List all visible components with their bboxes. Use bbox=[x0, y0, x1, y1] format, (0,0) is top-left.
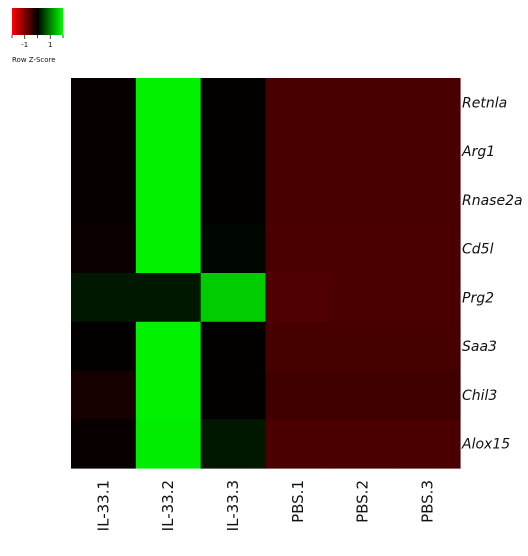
heatmap-cell-retnla-il-33-2 bbox=[135, 78, 202, 128]
heatmap-cell-retnla-il-33-3 bbox=[200, 78, 267, 128]
heatmap-cell-rnase2a-il-33-3 bbox=[200, 175, 267, 225]
heatmap-cell-chil3-il-33-2 bbox=[135, 370, 202, 420]
heatmap-cell-saa3-pbs-3 bbox=[395, 321, 461, 372]
column-label-il-33-1: IL-33.1 bbox=[94, 480, 112, 531]
row-label-prg2: Prg2 bbox=[462, 290, 494, 306]
heatmap-cell-retnla-pbs-2 bbox=[330, 78, 396, 128]
heatmap-cell-saa3-pbs-1 bbox=[265, 321, 331, 372]
heatmap-cell-prg2-pbs-3 bbox=[395, 273, 461, 323]
heatmap-cell-arg1-il-33-3 bbox=[200, 126, 267, 177]
column-label-pbs-3: PBS.3 bbox=[419, 480, 437, 523]
heatmap-cell-rnase2a-pbs-3 bbox=[395, 175, 461, 225]
heatmap-cell-alox15-il-33-1 bbox=[71, 419, 137, 469]
color-key-gradient bbox=[12, 8, 63, 35]
row-label-chil3: Chil3 bbox=[462, 388, 497, 404]
heatmap-cell-saa3-il-33-2 bbox=[135, 321, 202, 372]
heatmap-cell-arg1-pbs-2 bbox=[330, 126, 396, 177]
heatmap-cell-chil3-pbs-2 bbox=[330, 370, 396, 420]
heatmap-cell-saa3-pbs-2 bbox=[330, 321, 396, 372]
heatmap-cells bbox=[71, 78, 461, 469]
color-key-title: Row Z-Score bbox=[12, 56, 56, 64]
row-label-rnase2a: Rnase2a bbox=[462, 193, 523, 209]
color-key-tick-label: 1 bbox=[48, 41, 52, 49]
heatmap-cell-alox15-pbs-2 bbox=[330, 419, 396, 469]
heatmap-cell-saa3-il-33-3 bbox=[200, 321, 267, 372]
heatmap-cell-alox15-pbs-3 bbox=[395, 419, 461, 469]
heatmap-cell-prg2-il-33-2 bbox=[135, 273, 202, 323]
heatmap-cell-chil3-pbs-1 bbox=[265, 370, 331, 420]
row-label-arg1: Arg1 bbox=[461, 144, 495, 160]
column-labels: IL-33.1 IL-33.2 IL-33.3 PBS.1 PBS.2 PBS.3 bbox=[94, 480, 436, 531]
heatmap-cell-arg1-pbs-3 bbox=[395, 126, 461, 177]
row-labels: Retnla Arg1 Rnase2a Cd5l Prg2 Saa3 Chil3 Alox15 bbox=[461, 95, 523, 452]
heatmap-cell-prg2-il-33-3 bbox=[200, 273, 267, 323]
heatmap-cell-cd5l-il-33-2 bbox=[135, 224, 202, 274]
heatmap-cell-chil3-il-33-3 bbox=[200, 370, 267, 420]
heatmap-cell-alox15-il-33-2 bbox=[135, 419, 202, 469]
heatmap-cell-chil3-pbs-3 bbox=[395, 370, 461, 420]
heatmap-cell-cd5l-pbs-2 bbox=[330, 224, 396, 274]
heatmap-cell-prg2-il-33-1 bbox=[71, 273, 137, 323]
heatmap-cell-retnla-pbs-3 bbox=[395, 78, 461, 128]
heatmap-cell-arg1-il-33-2 bbox=[135, 126, 202, 177]
heatmap-cell-cd5l-il-33-1 bbox=[71, 224, 137, 274]
heatmap-cell-saa3-il-33-1 bbox=[71, 321, 137, 372]
column-label-pbs-1: PBS.1 bbox=[289, 480, 307, 523]
heatmap-cell-rnase2a-il-33-1 bbox=[71, 175, 137, 225]
heatmap-cell-retnla-pbs-1 bbox=[265, 78, 331, 128]
row-label-cd5l: Cd5l bbox=[462, 242, 494, 258]
heatmap-cell-cd5l-il-33-3 bbox=[200, 224, 267, 274]
heatmap-cell-rnase2a-pbs-1 bbox=[265, 175, 331, 225]
heatmap-cell-cd5l-pbs-3 bbox=[395, 224, 461, 274]
column-label-il-33-2: IL-33.2 bbox=[159, 480, 177, 531]
heatmap-cell-prg2-pbs-1 bbox=[265, 273, 331, 323]
column-label-pbs-2: PBS.2 bbox=[354, 480, 372, 523]
heatmap-cell-chil3-il-33-1 bbox=[71, 370, 137, 420]
heatmap-cell-prg2-pbs-2 bbox=[330, 273, 396, 323]
heatmap-cell-retnla-il-33-1 bbox=[71, 78, 137, 128]
heatmap-cell-arg1-pbs-1 bbox=[265, 126, 331, 177]
heatmap-cell-cd5l-pbs-1 bbox=[265, 224, 331, 274]
column-label-il-33-3: IL-33.3 bbox=[224, 480, 242, 531]
heatmap-cell-alox15-il-33-3 bbox=[200, 419, 267, 469]
row-label-retnla: Retnla bbox=[462, 95, 507, 111]
heatmap-cell-rnase2a-il-33-2 bbox=[135, 175, 202, 225]
heatmap-cell-rnase2a-pbs-2 bbox=[330, 175, 396, 225]
heatmap-cell-alox15-pbs-1 bbox=[265, 419, 331, 469]
row-label-alox15: Alox15 bbox=[461, 437, 510, 453]
color-key-legend: -1 1 Row Z-Score bbox=[11, 8, 64, 64]
heatmap-cell-arg1-il-33-1 bbox=[71, 126, 137, 177]
row-label-saa3: Saa3 bbox=[462, 339, 497, 355]
color-key-tick-label: -1 bbox=[21, 41, 28, 49]
